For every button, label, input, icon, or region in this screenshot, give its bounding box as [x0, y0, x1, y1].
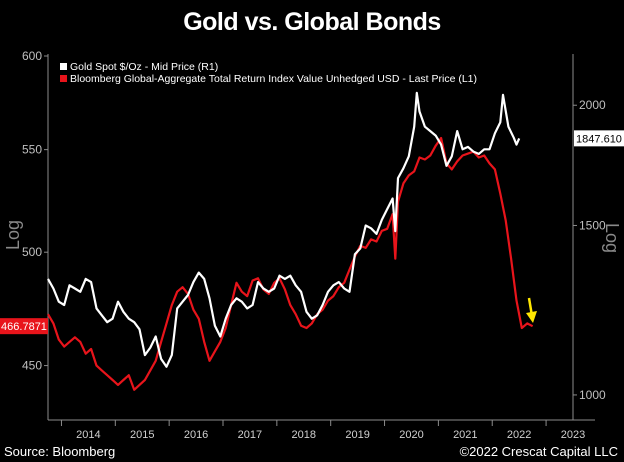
x-tick-label: 2016 — [184, 429, 208, 441]
chart-title: Gold vs. Global Bonds — [183, 8, 441, 36]
x-tick-label: 2023 — [561, 429, 585, 441]
right-tick-label: 1000 — [579, 388, 606, 402]
down-arrow-icon — [526, 311, 537, 323]
left-axis-label: Log — [3, 220, 23, 250]
legend-entry-bond: Bloomberg Global-Aggregate Total Return … — [70, 73, 477, 85]
legend-entry-gold: Gold Spot $/Oz - Mid Price (R1) — [70, 61, 218, 73]
right-tick-label: 2000 — [579, 98, 606, 112]
copyright-note: ©2022 Crescat Capital LLC — [459, 444, 618, 459]
right-tick-label: 1500 — [579, 218, 606, 232]
x-tick-label: 2015 — [130, 429, 154, 441]
right-axis-label: Log — [602, 223, 622, 253]
bond-series-line — [47, 136, 534, 391]
left-tick-label: 500 — [22, 245, 42, 259]
right-last-value-box — [574, 130, 624, 147]
left-last-value-label: 466.7871 — [1, 321, 47, 333]
left-last-value-box — [0, 318, 48, 335]
left-tick-label: 550 — [22, 143, 42, 157]
gold-series-line — [47, 91, 521, 368]
left-tick-label: 600 — [22, 49, 42, 63]
x-tick-label: 2019 — [345, 429, 369, 441]
x-tick-label: 2022 — [507, 429, 531, 441]
right-last-value-label: 1847.610 — [576, 133, 622, 145]
x-tick-label: 2018 — [292, 429, 316, 441]
left-tick-label: 450 — [22, 359, 42, 373]
legend-swatch-bond — [60, 75, 67, 82]
x-tick-label: 2014 — [76, 429, 100, 441]
x-tick-label: 2021 — [453, 429, 477, 441]
x-tick-label: 2017 — [238, 429, 262, 441]
source-note: Source: Bloomberg — [4, 444, 116, 459]
legend-swatch-gold — [60, 63, 67, 70]
x-tick-label: 2020 — [399, 429, 423, 441]
